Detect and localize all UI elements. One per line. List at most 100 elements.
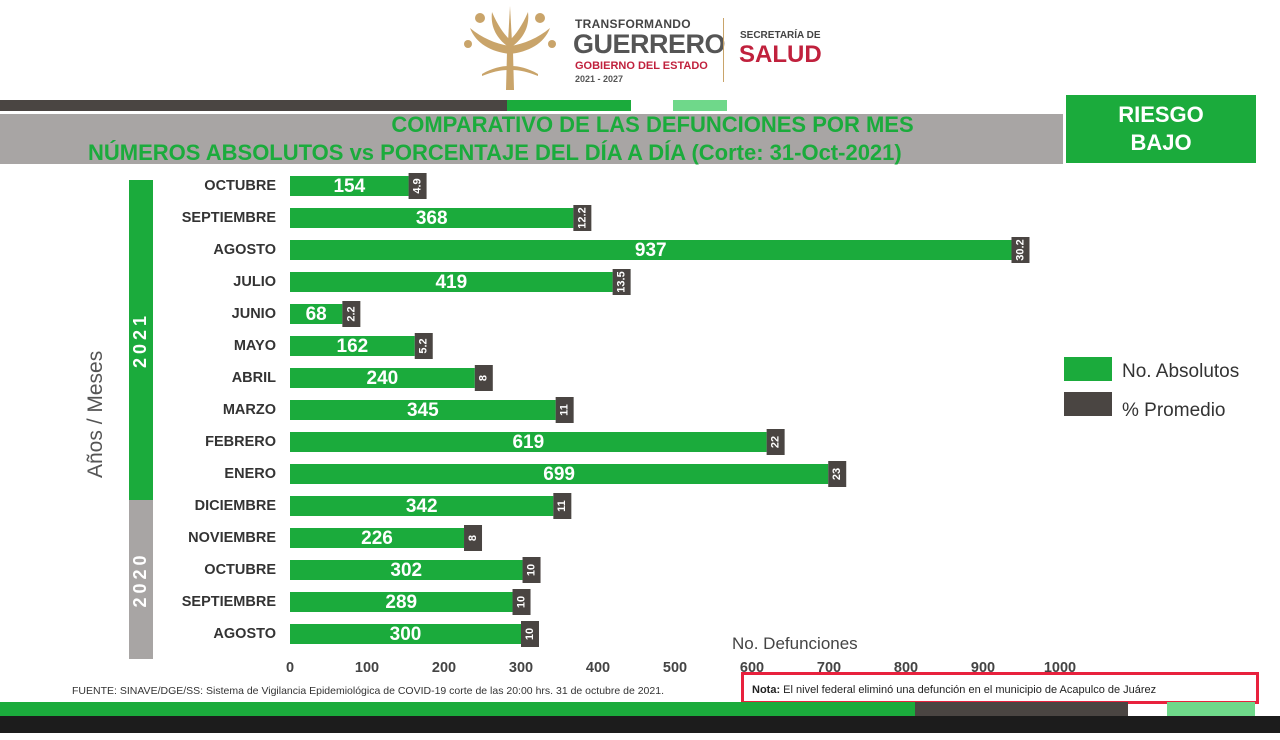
brand-years: 2021 - 2027 xyxy=(575,74,624,84)
bar-absolutos xyxy=(290,592,513,612)
value-promedio: 30.2 xyxy=(1014,239,1026,260)
bar-absolutos xyxy=(290,400,556,420)
bar-promedio xyxy=(474,365,493,391)
value-absolutos: 345 xyxy=(407,400,439,421)
header-divider xyxy=(723,18,724,82)
value-absolutos: 68 xyxy=(306,304,327,325)
source-text: FUENTE: SINAVE/DGE/SS: Sistema de Vigila… xyxy=(72,685,664,697)
risk-badge: RIESGO BAJO xyxy=(1066,95,1256,163)
value-absolutos: 226 xyxy=(361,528,393,549)
value-absolutos: 699 xyxy=(543,464,575,485)
x-tick-label: 0 xyxy=(286,660,294,676)
bar-promedio xyxy=(512,589,531,615)
bar-absolutos xyxy=(290,528,465,548)
bottom-band-black xyxy=(0,716,1280,733)
x-axis-title: No. Defunciones xyxy=(732,634,858,653)
month-label: MARZO xyxy=(223,402,276,418)
bar-promedio xyxy=(521,621,539,647)
brand-main: GUERRERO xyxy=(573,29,726,59)
year-label-2021: 2021 xyxy=(130,312,150,368)
bar-absolutos xyxy=(290,272,613,292)
month-label: OCTUBRE xyxy=(204,562,276,578)
month-label: ABRIL xyxy=(232,370,276,386)
value-absolutos: 619 xyxy=(512,432,544,453)
top-stripe-green xyxy=(507,100,631,111)
bottom-stripe-green xyxy=(0,702,915,716)
bar-promedio xyxy=(828,461,847,487)
value-promedio: 10 xyxy=(525,564,537,576)
bar-absolutos xyxy=(290,624,521,644)
month-label: ENERO xyxy=(224,466,276,482)
x-tick-label: 300 xyxy=(509,660,533,676)
value-absolutos: 162 xyxy=(337,336,369,357)
x-tick-label: 500 xyxy=(663,660,687,676)
bar-promedio xyxy=(573,205,592,231)
month-label: DICIEMBRE xyxy=(195,498,277,514)
month-label: JULIO xyxy=(233,274,276,290)
month-label: SEPTIEMBRE xyxy=(182,210,277,226)
bar-absolutos xyxy=(290,496,554,516)
value-promedio: 23 xyxy=(831,468,843,480)
value-promedio: 4.9 xyxy=(411,178,423,193)
value-promedio: 10 xyxy=(524,628,536,640)
month-label: AGOSTO xyxy=(213,242,276,258)
brand-top: TRANSFORMANDO xyxy=(575,17,691,31)
bar-promedio xyxy=(1011,237,1030,263)
legend-swatch-absolutos xyxy=(1064,357,1112,381)
value-promedio: 11 xyxy=(556,500,568,512)
bar-promedio xyxy=(555,397,574,423)
note-box: Nota: El nivel federal eliminó una defun… xyxy=(741,672,1259,704)
value-promedio: 11 xyxy=(559,404,571,416)
value-absolutos: 300 xyxy=(390,624,422,645)
bar-absolutos xyxy=(290,464,829,484)
bar-absolutos xyxy=(290,176,409,196)
secretaria-main: SALUD xyxy=(739,41,822,68)
bottom-stripe-dark xyxy=(915,702,1128,716)
bar-absolutos xyxy=(290,368,475,388)
bar-absolutos xyxy=(290,208,574,228)
chart-title: COMPARATIVO DE LAS DEFUNCIONES POR MES xyxy=(391,112,914,137)
value-absolutos: 154 xyxy=(333,176,365,197)
top-stripe-lightgreen xyxy=(673,100,727,111)
value-promedio: 8 xyxy=(467,535,479,541)
bar-promedio xyxy=(408,173,427,199)
bar-promedio xyxy=(766,429,785,455)
month-label: NOVIEMBRE xyxy=(188,530,276,546)
note-content: Nota: El nivel federal eliminó una defun… xyxy=(752,684,1156,696)
year-band-2021 xyxy=(129,180,153,500)
note-label: Nota: xyxy=(752,684,781,696)
risk-line2: BAJO xyxy=(1130,130,1192,155)
bar-absolutos xyxy=(290,336,415,356)
chart-subtitle: NÚMEROS ABSOLUTOS vs PORCENTAJE DEL DÍA … xyxy=(88,140,902,165)
legend-label-promedio: % Promedio xyxy=(1122,400,1226,421)
month-label: SEPTIEMBRE xyxy=(182,594,277,610)
value-absolutos: 368 xyxy=(416,208,448,229)
bar-promedio xyxy=(342,301,361,327)
value-absolutos: 937 xyxy=(635,240,667,261)
x-tick-label: 100 xyxy=(355,660,379,676)
note-text: El nivel federal eliminó una defunción e… xyxy=(780,684,1157,696)
bar-promedio xyxy=(553,493,572,519)
value-absolutos: 302 xyxy=(390,560,422,581)
year-label-2020: 2020 xyxy=(130,551,150,607)
bar-promedio xyxy=(414,333,433,359)
value-absolutos: 240 xyxy=(367,368,399,389)
top-stripe-dark xyxy=(0,100,507,111)
bar-promedio xyxy=(522,557,541,583)
year-band-2020 xyxy=(129,500,153,659)
month-label: JUNIO xyxy=(232,306,276,322)
brand-sub: GOBIERNO DEL ESTADO xyxy=(575,60,708,72)
value-promedio: 8 xyxy=(478,375,490,381)
value-absolutos: 419 xyxy=(435,272,467,293)
bar-promedio xyxy=(612,269,631,295)
month-label: OCTUBRE xyxy=(204,178,276,194)
month-label: MAYO xyxy=(234,338,276,354)
bar-absolutos xyxy=(290,432,767,452)
value-promedio: 22 xyxy=(770,436,782,448)
month-label: AGOSTO xyxy=(213,626,276,642)
bar-absolutos xyxy=(290,240,1012,260)
bar-absolutos xyxy=(290,560,523,580)
bar-promedio xyxy=(464,525,483,551)
x-tick-label: 200 xyxy=(432,660,456,676)
